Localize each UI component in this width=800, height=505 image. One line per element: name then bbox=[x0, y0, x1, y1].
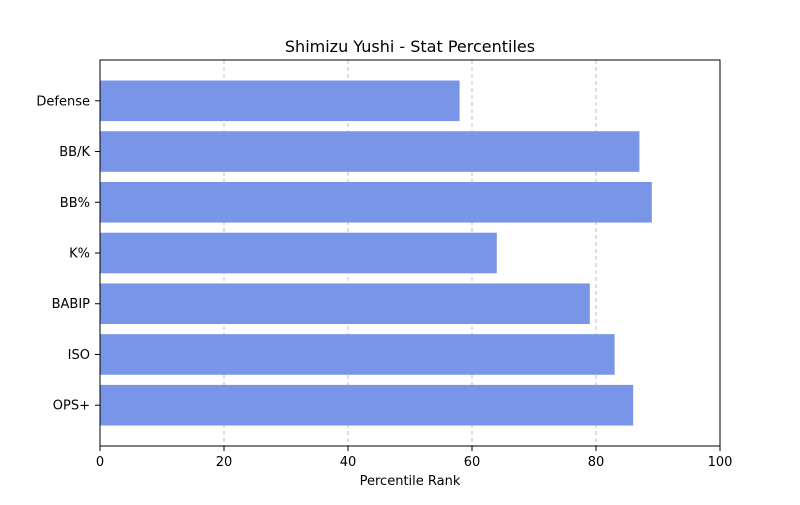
bars bbox=[100, 80, 652, 426]
y-tick-label: OPS+ bbox=[53, 399, 90, 414]
y-axis-ticks: Defense BB/K BB% K% BABIP ISO OPS+ bbox=[36, 94, 100, 414]
y-tick-label: Defense bbox=[36, 94, 90, 109]
y-tick-label: ISO bbox=[68, 348, 90, 363]
bar bbox=[100, 181, 652, 223]
bar bbox=[100, 334, 615, 375]
y-tick-label: K% bbox=[69, 247, 90, 262]
x-tick-label: 60 bbox=[464, 455, 481, 470]
bar bbox=[100, 283, 590, 325]
x-tick-label: 100 bbox=[708, 455, 733, 470]
y-tick-label: BABIP bbox=[52, 297, 91, 312]
x-tick-label: 80 bbox=[588, 455, 605, 470]
y-tick-label: BB/K bbox=[59, 145, 90, 160]
x-tick-label: 0 bbox=[96, 455, 104, 470]
bar bbox=[100, 384, 634, 426]
bar bbox=[100, 80, 460, 122]
x-axis-label: Percentile Rank bbox=[360, 474, 461, 489]
x-tick-label: 20 bbox=[216, 455, 233, 470]
chart-title: Shimizu Yushi - Stat Percentiles bbox=[285, 37, 535, 56]
y-tick-label: BB% bbox=[60, 196, 90, 211]
bar bbox=[100, 131, 640, 172]
bar bbox=[100, 232, 497, 274]
x-axis-ticks: 0 20 40 60 80 100 bbox=[96, 446, 733, 470]
x-tick-label: 40 bbox=[340, 455, 357, 470]
